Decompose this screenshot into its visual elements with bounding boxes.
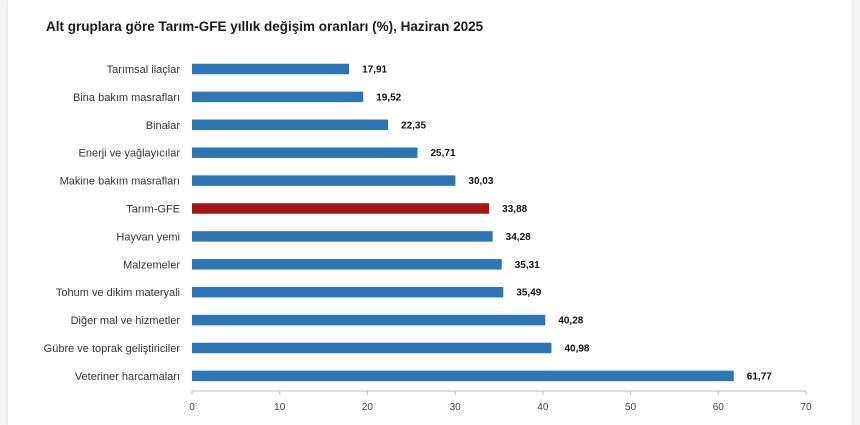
data-label: 40,28 <box>558 316 583 327</box>
bar <box>192 370 734 382</box>
bar <box>192 147 418 158</box>
data-label: 40,98 <box>564 344 589 355</box>
chart-card: Alt gruplara göre Tarım-GFE yıllık değiş… <box>8 0 852 425</box>
data-label: 34,28 <box>506 232 531 243</box>
category-label: Gübre ve toprak geliştiriciler <box>44 343 181 355</box>
category-label: Tarımsal ilaçlar <box>107 64 181 76</box>
data-label: 30,03 <box>468 176 493 187</box>
data-label: 17,91 <box>362 65 387 76</box>
category-label: Malzemeler <box>123 259 180 271</box>
x-tick-label: 0 <box>189 402 195 413</box>
x-tick-label: 10 <box>274 402 286 413</box>
bar <box>192 231 493 242</box>
x-tick-label: 40 <box>537 402 549 413</box>
category-label: Binalar <box>146 120 181 132</box>
data-label: 33,88 <box>502 204 527 215</box>
category-label: Hayvan yemi <box>116 231 180 243</box>
bar-chart: Tarımsal ilaçlar 17,91 Bina bakım masrafla… <box>44 63 812 413</box>
x-tick-label: 60 <box>713 402 725 413</box>
bar <box>192 175 456 186</box>
data-label: 61,77 <box>747 371 772 382</box>
category-label: Tohum ve dikim materyali <box>56 287 180 299</box>
category-label: Makine bakım masrafları <box>60 176 180 188</box>
data-label: 35,49 <box>516 288 541 299</box>
x-tick-label: 30 <box>450 402 462 413</box>
bar <box>192 119 389 131</box>
bar <box>192 286 504 298</box>
data-label: 19,52 <box>376 92 401 103</box>
data-label: 25,71 <box>431 148 456 159</box>
x-tick-label: 50 <box>625 402 637 413</box>
bar <box>192 342 552 354</box>
data-label: 22,35 <box>401 120 426 131</box>
category-label: Veteriner harcamaları <box>75 371 180 383</box>
x-tick-label: 20 <box>362 402 374 413</box>
category-label: Diğer mal ve hizmetler <box>71 315 181 327</box>
category-label: Tarım-GFE <box>126 204 180 216</box>
x-tick-label: 70 <box>800 402 812 413</box>
bar <box>192 314 546 326</box>
bar <box>192 203 490 214</box>
category-label: Enerji ve yağlayıcılar <box>79 148 181 160</box>
bar <box>192 63 350 75</box>
bar <box>192 91 364 103</box>
category-label: Bina bakım masrafları <box>73 92 180 104</box>
chart-title: Alt gruplara göre Tarım-GFE yıllık değiş… <box>46 19 484 34</box>
bar <box>192 259 502 270</box>
data-label: 35,31 <box>515 260 540 271</box>
